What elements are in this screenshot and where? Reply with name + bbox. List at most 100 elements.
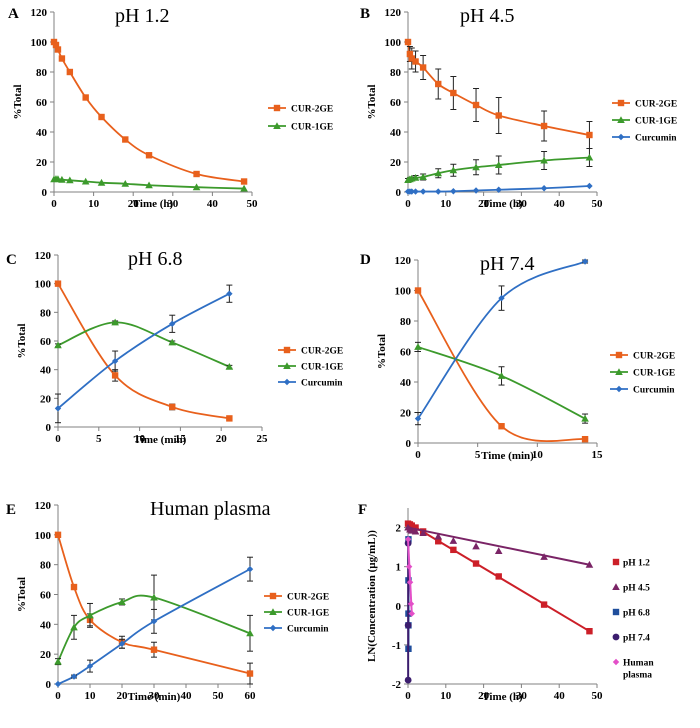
data-point [419,529,427,537]
y-tick-label: 2 [396,523,402,535]
legend-label: pH 1.2 [623,559,650,569]
data-point [450,89,457,97]
series-line [57,292,230,410]
data-point [66,176,74,184]
panel-letter: B [360,6,370,22]
y-tick-label: 20 [400,408,412,420]
y-axis-title: %Total [16,577,28,612]
legend-item-cur-2ge: CUR-2GE [278,347,343,357]
data-point [404,676,412,684]
data-point [494,161,503,168]
x-tick-label: 40 [207,198,219,210]
legend-marker [615,368,623,375]
legend-marker [612,658,620,666]
x-tick-label: 40 [181,690,193,702]
data-point [54,531,62,539]
legend-item-cur-1ge: CUR-1GE [268,122,333,133]
legend-label: Curcumin [301,379,343,389]
x-tick-label: 15 [175,433,187,445]
legend-marker [283,346,291,354]
data-point [150,618,158,625]
x-tick-label: 0 [55,433,61,445]
x-tick-label: 0 [51,198,57,210]
series-curcumin [54,284,233,424]
y-tick-label: 120 [35,250,52,262]
data-point [121,179,130,187]
data-point [494,547,503,555]
data-point [404,536,412,543]
y-tick-label: 120 [35,500,52,512]
y-tick-label: 0 [406,438,412,450]
legend-marker [612,558,620,566]
panel-title: pH 6.8 [128,248,182,270]
data-point [408,610,415,617]
data-point [498,294,505,302]
data-point [98,113,105,121]
data-point [54,280,62,287]
data-point [585,560,594,568]
data-point [434,169,443,177]
data-point [150,646,158,653]
legend-label: CUR-2GE [287,593,329,603]
data-point [412,58,419,65]
legend-label: Human [623,659,654,669]
x-tick-label: 20 [216,433,228,445]
data-point [586,182,593,190]
legend-label: CUR-2GE [633,352,675,362]
series-line [57,321,230,368]
y-tick-label: 60 [390,97,402,109]
y-tick-label: 20 [40,649,52,661]
panel-title: pH 7.4 [480,253,534,275]
series-curcumin [54,556,254,688]
data-point [246,670,254,677]
legend-marker [615,385,623,393]
data-point [70,673,78,680]
legend-label: CUR-1GE [635,117,677,127]
series-cur-2ge [404,38,593,149]
legend-item-ph-6-8: pH 6.8 [612,609,650,619]
data-point [70,623,78,631]
data-point [495,112,502,119]
legend-item-curcumin: Curcumin [612,134,677,144]
data-point [404,621,412,629]
x-tick-label: 40 [554,198,566,210]
y-tick-label: 1 [396,562,402,574]
x-tick-label: 20 [128,198,140,210]
y-tick-label: 20 [390,157,402,169]
data-point [404,38,412,46]
data-point [58,55,66,62]
panel-letter: E [6,502,16,518]
data-point [406,50,414,58]
y-tick-label: 0 [396,187,402,199]
y-tick-label: 80 [400,316,412,328]
data-point [449,537,458,544]
y-tick-label: 20 [36,157,48,169]
y-tick-label: 80 [36,67,48,79]
data-point [586,131,593,139]
data-point [414,287,422,294]
data-point [52,41,60,49]
data-point [495,573,502,580]
series-ph-1-2 [404,520,593,635]
data-point [540,553,548,560]
data-point [408,188,415,195]
x-tick-label: 5 [96,433,102,445]
x-tick-label: 10 [85,690,97,702]
x-tick-label: 10 [134,433,146,445]
y-axis-title: %Total [376,334,388,369]
y-tick-label: 40 [40,365,52,377]
x-tick-label: 50 [247,198,259,210]
y-tick-label: 60 [36,97,48,109]
data-point [408,522,415,529]
y-tick-label: 60 [40,590,52,602]
legend-item-curcumin: Curcumin [264,625,329,635]
y-tick-label: 0 [396,601,402,613]
data-point [405,563,413,570]
legend-marker [617,133,625,141]
data-point [472,560,480,567]
legend-marker [269,608,277,615]
data-point [585,153,594,161]
series-cur-2ge [414,287,589,443]
